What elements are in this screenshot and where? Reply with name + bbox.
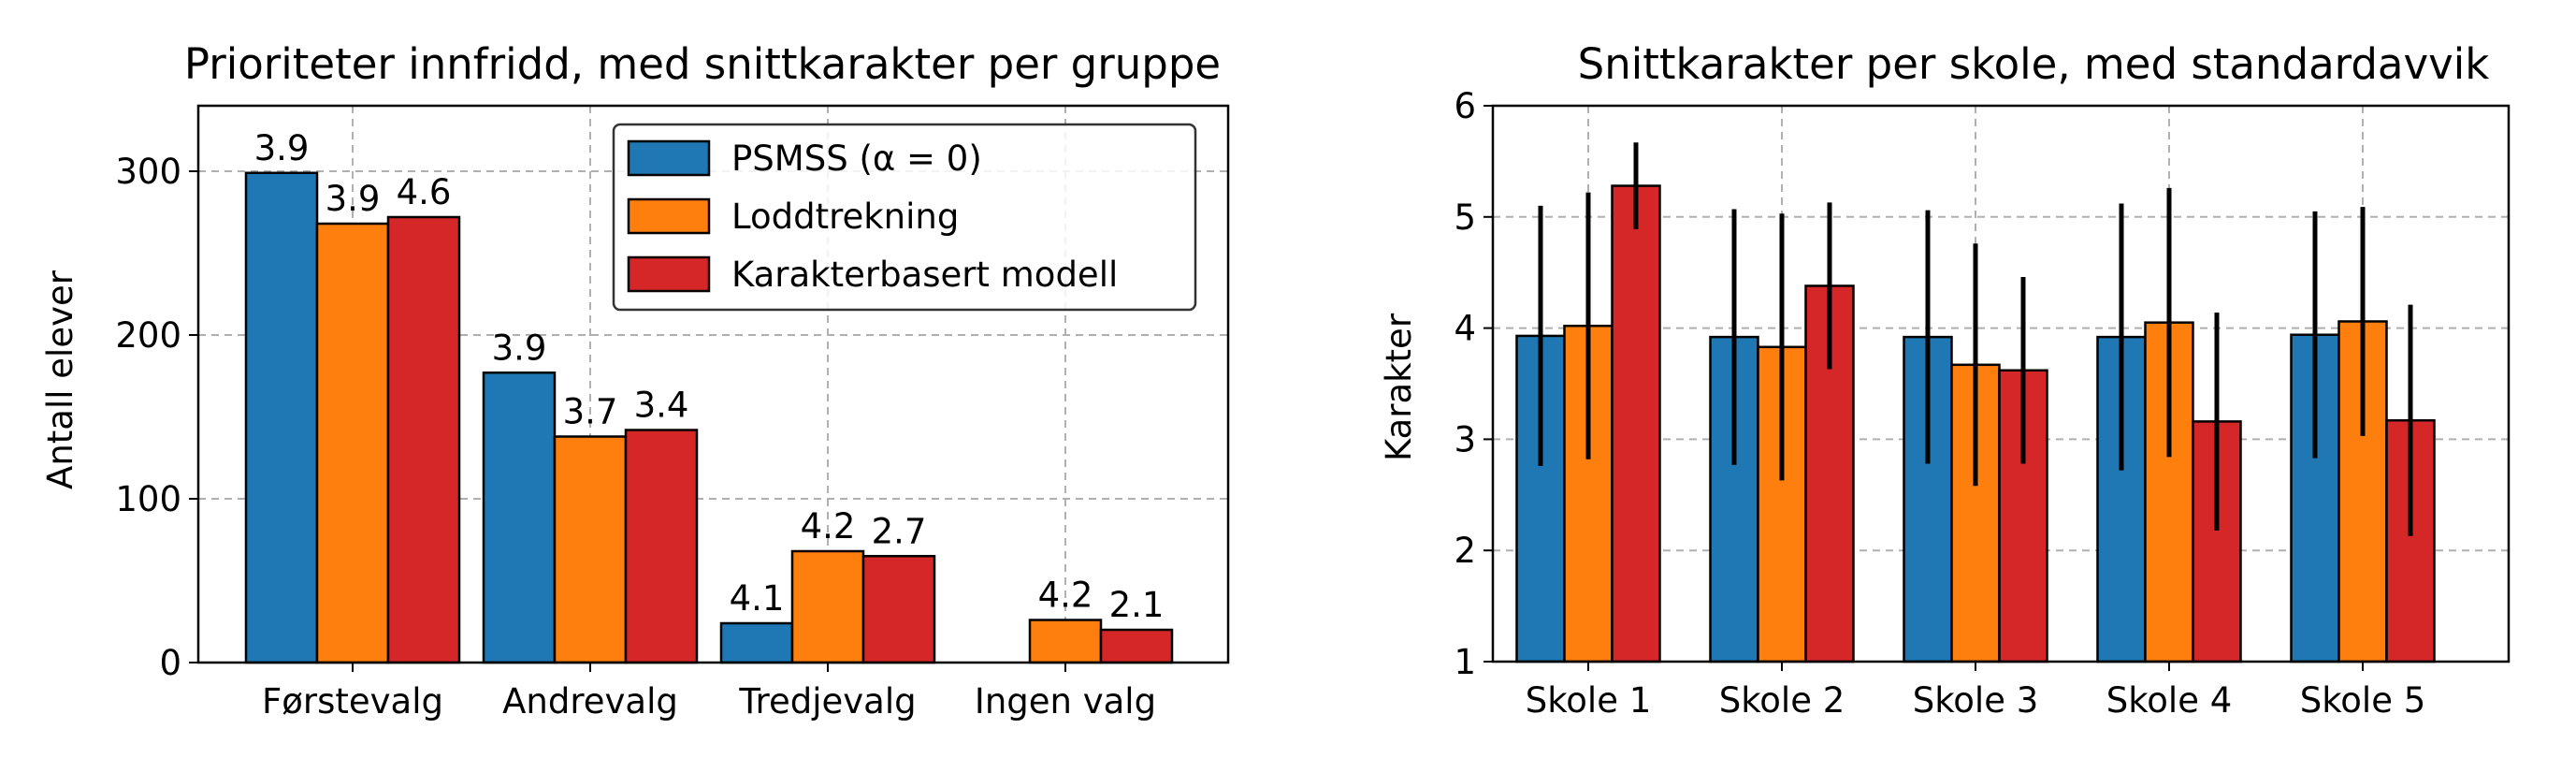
chart2-title: Snittkarakter per skole, med standardavv… [1578, 39, 2490, 89]
chart1-bars [244, 171, 1174, 664]
chart1-data-label: 2.7 [872, 511, 927, 551]
chart1-ylabel: Antall elever [40, 270, 80, 489]
chart2-bars [1515, 184, 2436, 663]
chart1-data-label: 4.2 [1038, 576, 1093, 616]
chart2-ytick-label: 3 [1454, 419, 1476, 459]
chart1-legend-label: PSMSS (α = 0) [731, 138, 982, 179]
chart1-bar [553, 435, 628, 664]
chart1-bar [244, 171, 319, 664]
chart2-ytick-label: 6 [1454, 86, 1476, 126]
chart1-axes: 0 100 200 300 Førstevalg Andrevalg Tredjevalg I… [115, 104, 1230, 722]
chart1-data-label: 3.4 [634, 386, 689, 426]
chart1-bar [790, 549, 865, 664]
chart2-ytick-label: 4 [1454, 309, 1476, 349]
chart2-xtick-label: Skole 1 [1526, 680, 1652, 721]
chart1-bar [386, 215, 461, 664]
chart1-legend-box [612, 123, 1197, 312]
chart1-xtick-label: Andrevalg [502, 681, 678, 722]
chart1-data-label: 3.9 [254, 128, 310, 168]
chart1-ytick-label: 100 [115, 479, 181, 519]
chart-schools: Snittkarakter per skole, med standardavv… [1379, 39, 2511, 721]
chart1-ytick-label: 200 [115, 315, 181, 356]
chart2-error-bars [1538, 142, 2413, 536]
chart1-title: Prioriteter innfridd, med snittkarakter … [184, 39, 1221, 89]
chart1-bar [1099, 628, 1174, 664]
chart1-data-label: 4.6 [397, 172, 452, 212]
chart1-legend-label: Karakterbasert modell [731, 255, 1118, 295]
chart1-frame [196, 104, 1230, 664]
chart1-legend: PSMSS (α = 0) Loddtrekning Karakterbasert … [612, 123, 1197, 312]
chart1-ytick-label: 0 [159, 643, 181, 683]
chart1-bar [482, 372, 557, 664]
chart2-bar [2192, 420, 2242, 663]
chart1-legend-swatch [627, 197, 711, 235]
chart1-data-label: 4.2 [801, 506, 856, 547]
chart-priorities: Prioriteter innfridd, med snittkarakter … [40, 39, 1230, 722]
chart2-ylabel: Karakter [1379, 313, 1419, 461]
chart1-ytick-label: 300 [115, 152, 181, 192]
chart2-axes: 1 2 3 4 5 6 Skole 1 Skole 2 Skole 3 Skole 4 Skole … [1454, 86, 2511, 721]
chart1-data-label: 2.1 [1109, 585, 1165, 625]
chart2-bar [2144, 321, 2194, 663]
chart1-data-label: 3.7 [563, 392, 618, 432]
chart2-xtick-label: Skole 3 [1913, 680, 2039, 721]
chart2-xtick-label: Skole 2 [1719, 680, 1845, 721]
chart2-ytick-label: 1 [1454, 642, 1476, 682]
chart1-bar [861, 555, 936, 664]
chart1-xtick-label: Førstevalg [262, 681, 443, 722]
chart1-bar [719, 621, 794, 664]
chart1-xtick-label: Tredjevalg [738, 681, 916, 722]
chart2-xtick-label: Skole 5 [2300, 680, 2426, 721]
chart2-bar [1611, 184, 1661, 663]
chart1-bar [1028, 619, 1103, 664]
chart1-data-label: 3.9 [326, 179, 381, 219]
chart1-xtick-label: Ingen valg [975, 681, 1156, 722]
chart2-frame [1491, 104, 2511, 663]
chart1-data-label: 4.1 [730, 578, 785, 619]
chart2-ytick-label: 2 [1454, 531, 1476, 571]
chart2-xtick-label: Skole 4 [2106, 680, 2233, 721]
chart1-legend-swatch [627, 255, 711, 293]
chart2-ytick-label: 5 [1454, 197, 1476, 238]
chart1-bar [624, 429, 699, 664]
chart1-data-labels: 3.9 3.9 4.1 3.9 3.7 4.2 4.2 4.6 3.4 2.7 2.1 [254, 128, 1165, 625]
chart1-legend-swatch [627, 139, 711, 177]
chart1-bar [315, 222, 390, 664]
chart1-data-label: 3.9 [492, 328, 547, 368]
chart1-legend-label: Loddtrekning [731, 197, 959, 237]
